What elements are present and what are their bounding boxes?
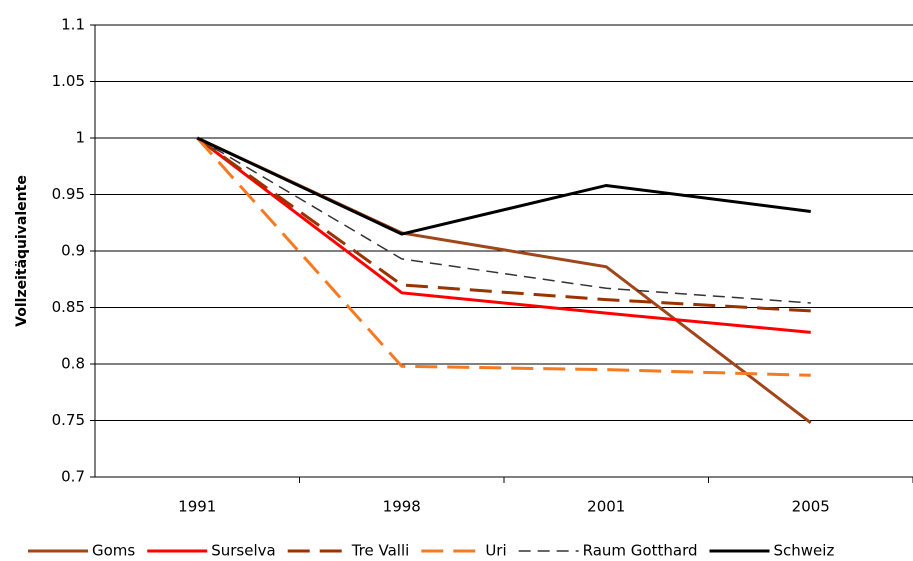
x-tick-label: 2001: [587, 498, 625, 516]
series-line: [196, 137, 811, 304]
y-tick-label: 1.1: [61, 16, 85, 34]
x-tick-label: 1991: [178, 498, 216, 516]
legend-label: Schweiz: [774, 542, 835, 560]
y-tick-label: 0.85: [52, 298, 85, 316]
y-tick-label: 1: [75, 129, 85, 147]
x-tick-label: 1998: [383, 498, 421, 516]
series-line: [196, 136, 811, 313]
legend-label: Tre Valli: [351, 542, 410, 560]
legend-label: Surselva: [211, 542, 275, 560]
series-line: [196, 136, 811, 377]
y-tick-label: 0.7: [61, 468, 85, 486]
y-tick-label: 0.75: [52, 411, 85, 429]
y-tick-label: 0.8: [61, 355, 85, 373]
legend-label: Uri: [485, 542, 506, 560]
legend-label: Raum Gotthard: [583, 542, 698, 560]
y-tick-label: 1.05: [52, 72, 85, 90]
y-axis-label: Vollzeitäquivalente: [14, 175, 30, 327]
series-line: [196, 136, 811, 236]
series-line: [196, 136, 811, 334]
legend-label: Goms: [92, 542, 135, 560]
x-tick-label: 2005: [792, 498, 830, 516]
y-tick-label: 0.9: [61, 242, 85, 260]
y-tick-label: 0.95: [52, 185, 85, 203]
